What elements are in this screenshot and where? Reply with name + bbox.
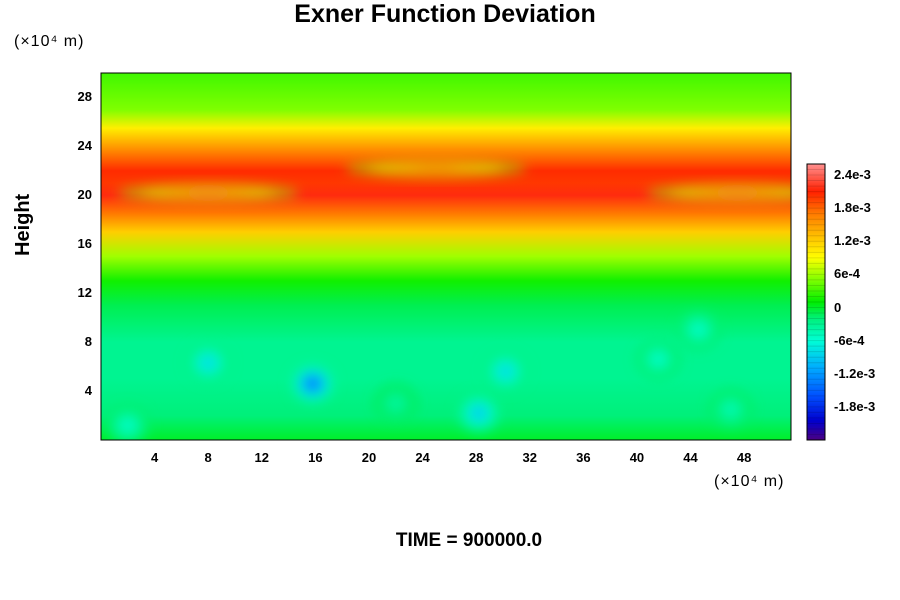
colorbar-tick-label: -6e-4 <box>834 332 865 348</box>
anomaly-blob <box>290 363 335 404</box>
y-tick-label: 20 <box>77 187 92 203</box>
anomaly-blob <box>344 159 527 178</box>
y-tick-label: 24 <box>77 138 92 154</box>
x-tick-label: 4 <box>150 450 159 465</box>
plot-frame <box>100 72 792 441</box>
y-tick-label: 4 <box>84 383 92 399</box>
colorbar-tick-label: 1.8e-3 <box>834 200 871 216</box>
colorbar-level-lines <box>807 163 825 435</box>
colorbar-tick-label: 1.2e-3 <box>834 233 871 249</box>
anomaly-blob <box>186 343 231 383</box>
anomaly-blob <box>117 183 300 202</box>
x-tick-label: 44 <box>683 450 698 465</box>
colorbar-tick-label: 0 <box>834 299 842 315</box>
anomaly-blob <box>456 393 501 433</box>
y-tick-label: 16 <box>77 236 92 252</box>
x-tick-label: 20 <box>361 450 377 465</box>
anomaly-blob <box>373 383 418 424</box>
x-tick-label: 24 <box>415 450 430 465</box>
x-tick-label: 28 <box>468 450 484 465</box>
y-unit-label: (×10⁴ m) <box>14 33 85 50</box>
heatmap-field <box>101 73 791 440</box>
colorbar-tick-label: 2.4e-3 <box>834 167 871 183</box>
x-tick-label: 32 <box>522 450 537 465</box>
x-tick-label: 8 <box>204 450 212 465</box>
colorbar-tick-label: -1.2e-3 <box>834 365 876 381</box>
anomaly-blob <box>483 351 528 392</box>
colorbar-tick-label: 6e-4 <box>834 266 861 282</box>
colorbar <box>806 163 826 441</box>
y-tick-label: 8 <box>84 334 92 350</box>
x-unit-label: (×10⁴ m) <box>714 473 785 490</box>
x-tick-label: 40 <box>629 450 645 465</box>
y-tick-label: 12 <box>77 285 92 301</box>
x-tick-label: 16 <box>308 450 323 465</box>
x-tick-label: 12 <box>254 450 269 465</box>
chart-title: Exner Function Deviation <box>294 0 596 28</box>
anomaly-layer <box>105 159 791 440</box>
colorbar-tick-label: -1.8e-3 <box>834 398 876 414</box>
anomaly-blob <box>646 183 791 202</box>
y-tick-label: 28 <box>77 89 92 105</box>
time-label: TIME = 900000.0 <box>395 530 543 551</box>
anomaly-blob <box>708 389 753 430</box>
x-tick-label: 36 <box>576 450 591 465</box>
anomaly-blob <box>105 405 150 440</box>
x-tick-label: 48 <box>736 450 752 465</box>
anomaly-blob <box>636 339 681 380</box>
anomaly-blob <box>676 310 721 350</box>
